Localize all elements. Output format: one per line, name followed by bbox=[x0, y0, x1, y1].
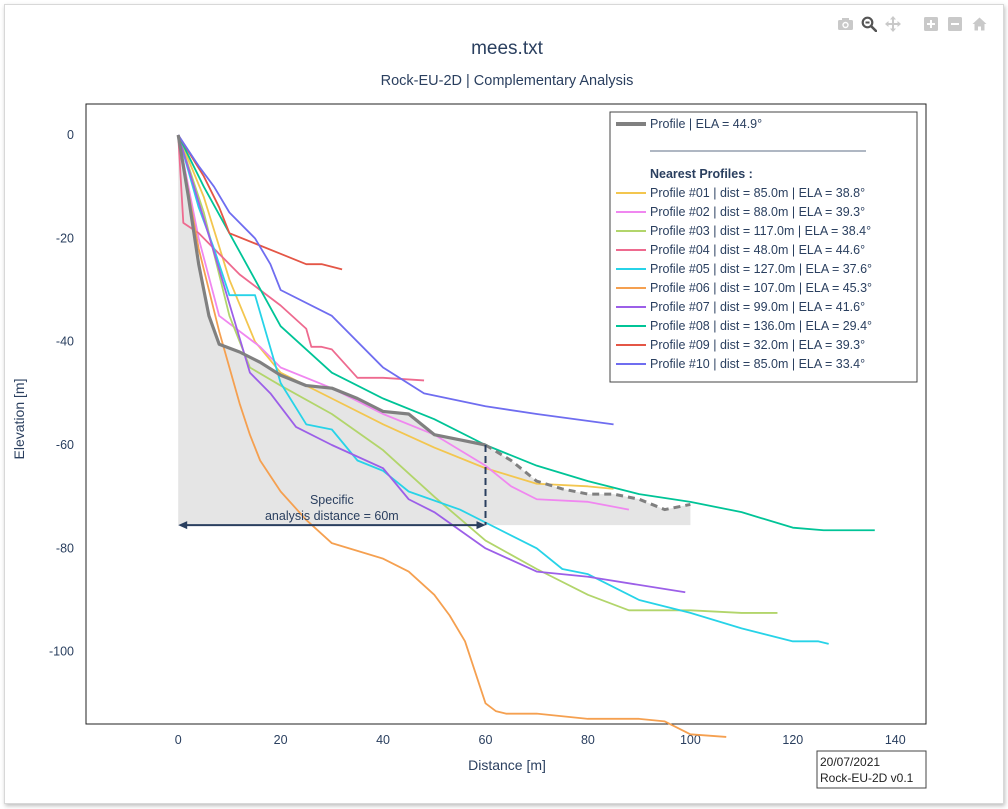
x-tick-label: 80 bbox=[581, 733, 595, 747]
series-line-profile-4 bbox=[177, 134, 425, 382]
zoom-icon[interactable] bbox=[859, 15, 879, 33]
x-tick-label: 140 bbox=[885, 733, 906, 747]
arrow-head-right bbox=[476, 521, 486, 530]
plot-card: mees.txt Rock-EU-2D | Complementary Anal… bbox=[4, 4, 1004, 804]
legend-label-profile-1: Profile #01 | dist = 85.0m | ELA = 38.8° bbox=[650, 186, 865, 200]
x-tick-label: 60 bbox=[479, 733, 493, 747]
footer-version: Rock-EU-2D v0.1 bbox=[820, 771, 914, 785]
x-tick-label: 120 bbox=[782, 733, 803, 747]
series-line-profile-9 bbox=[177, 134, 343, 271]
main-profile-extension-line bbox=[484, 443, 691, 512]
series-line-profile-3 bbox=[177, 134, 778, 614]
series-line-profile-2 bbox=[177, 134, 630, 511]
plot-area: 0 20 40 60 80 100 120 140 0 -20 -40 -60 -80 -100 Speci… bbox=[49, 103, 927, 747]
arrow-head-left bbox=[178, 521, 188, 530]
x-tick-label: 40 bbox=[376, 733, 390, 747]
legend-label-profile-8: Profile #08 | dist = 136.0m | ELA = 29.4… bbox=[650, 319, 872, 333]
y-axis-label: Elevation [m] bbox=[11, 379, 27, 460]
y-tick-label: -80 bbox=[56, 541, 74, 555]
legend-label-profile-5: Profile #05 | dist = 127.0m | ELA = 37.6… bbox=[650, 262, 872, 276]
analysis-label-line1: Specific bbox=[310, 493, 354, 507]
analysis-label-line2: analysis distance = 60m bbox=[265, 509, 399, 523]
camera-icon[interactable] bbox=[835, 15, 855, 33]
x-axis-label: Distance [m] bbox=[468, 757, 546, 773]
legend-label-profile-6: Profile #06 | dist = 107.0m | ELA = 45.3… bbox=[650, 281, 872, 295]
series-line-profile-5 bbox=[177, 134, 829, 645]
footer-box: 20/07/2021 Rock-EU-2D v0.1 bbox=[816, 750, 927, 789]
x-tick-label: 100 bbox=[680, 733, 701, 747]
chart: mees.txt Rock-EU-2D | Complementary Anal… bbox=[11, 38, 927, 789]
y-tick-label: -40 bbox=[56, 335, 74, 349]
legend-header: Nearest Profiles : bbox=[650, 167, 753, 181]
x-tick-label: 20 bbox=[274, 733, 288, 747]
y-tick-label: -20 bbox=[56, 231, 74, 245]
legend-label-profile-2: Profile #02 | dist = 88.0m | ELA = 39.3° bbox=[650, 205, 865, 219]
series-line-profile-6 bbox=[177, 134, 727, 738]
y-tick-label: -60 bbox=[56, 438, 74, 452]
y-tick-label: -100 bbox=[49, 645, 74, 659]
zoom-out-icon[interactable] bbox=[945, 15, 965, 33]
legend-label-main-profile: Profile | ELA = 44.9° bbox=[650, 117, 762, 131]
chart-title: mees.txt bbox=[471, 38, 544, 59]
x-tick-label: 0 bbox=[175, 733, 182, 747]
series-line-profile-8 bbox=[177, 134, 875, 532]
legend-label-profile-3: Profile #03 | dist = 117.0m | ELA = 38.4… bbox=[650, 224, 871, 238]
legend-label-profile-4: Profile #04 | dist = 48.0m | ELA = 44.6° bbox=[650, 243, 865, 257]
legend-label-profile-10: Profile #10 | dist = 85.0m | ELA = 33.4° bbox=[650, 357, 865, 371]
legend-box bbox=[609, 111, 918, 383]
legend-label-profile-7: Profile #07 | dist = 99.0m | ELA = 41.6° bbox=[650, 300, 865, 314]
footer-date: 20/07/2021 bbox=[820, 755, 880, 769]
home-icon[interactable] bbox=[969, 15, 989, 33]
y-tick-label: 0 bbox=[67, 128, 74, 142]
zoom-in-icon[interactable] bbox=[921, 15, 941, 33]
chart-subtitle: Rock-EU-2D | Complementary Analysis bbox=[381, 73, 634, 89]
series-line-profile-1 bbox=[177, 134, 614, 490]
shaded-analysis-area bbox=[178, 135, 691, 526]
series-line-profile-10 bbox=[177, 134, 614, 426]
pan-icon[interactable] bbox=[883, 15, 903, 33]
main-profile-line bbox=[176, 134, 486, 447]
legend-label-profile-9: Profile #09 | dist = 32.0m | ELA = 39.3° bbox=[650, 338, 865, 352]
modebar bbox=[835, 15, 989, 33]
series-line-profile-7 bbox=[177, 134, 686, 594]
